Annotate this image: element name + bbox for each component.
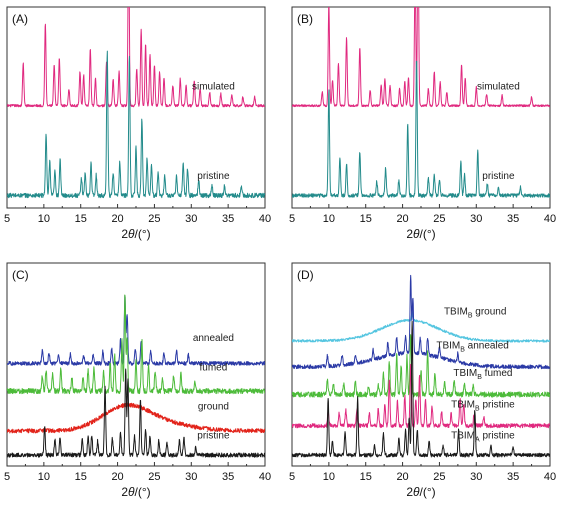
series-line [7,50,265,199]
chart-panel: annealed fumed ground pristine (C) 5 10 15 20 25 3… [4,262,271,499]
x-tick-label: 20 [396,471,408,483]
series-line [292,320,550,458]
series-line [292,274,550,370]
series-label: simulated [477,81,520,92]
series-line [292,363,550,429]
chart-panel: TBIMB ground TBIMB annealed TBIMB fumed TBI… [289,262,556,499]
x-tick-label: 5 [289,471,295,483]
series-label: TBIMB fumed [453,368,512,381]
series-line [7,368,265,458]
x-axis-label: 2θ/(°) [406,485,435,499]
panel-label: (C) [12,268,29,282]
series-line [7,294,265,395]
series-line [7,295,265,366]
chart-panel: simulated pristine (B) 5 10 15 20 25 30 35 40 2θ/(°… [289,6,556,241]
panel-label: (B) [297,12,313,26]
x-tick-label: 40 [259,213,271,225]
x-tick-label: 30 [470,213,482,225]
x-tick-label: 35 [222,471,234,483]
x-tick-label: 15 [75,213,87,225]
x-tick-label: 10 [38,213,50,225]
x-tick-label: 15 [75,471,87,483]
series-line [7,402,265,434]
x-axis-label: 2θ/(°) [121,485,150,499]
x-tick-label: 5 [4,213,10,225]
x-tick-label: 20 [396,213,408,225]
series-label: pristine [482,171,515,182]
x-axis-label: 2θ/(°) [406,227,435,241]
x-tick-label: 40 [259,471,271,483]
x-tick-label: 40 [544,213,556,225]
series-label: annealed [193,333,234,344]
x-tick-label: 35 [222,213,234,225]
panel-label: (D) [297,268,314,282]
x-tick-label: 20 [111,471,123,483]
x-tick-label: 35 [507,471,519,483]
x-tick-label: 25 [148,213,160,225]
series-label: fumed [200,363,228,374]
x-tick-label: 25 [433,213,445,225]
series-label: pristine [197,431,230,442]
panel-label: (A) [12,12,28,26]
x-tick-label: 20 [111,213,123,225]
series-label: pristine [197,171,230,182]
x-tick-label: 30 [185,471,197,483]
x-tick-label: 35 [507,213,519,225]
series-line [292,60,550,198]
x-tick-label: 25 [148,471,160,483]
x-tick-label: 10 [38,471,50,483]
x-tick-label: 30 [470,471,482,483]
x-tick-label: 40 [544,471,556,483]
x-tick-label: 15 [360,471,372,483]
series-label: TBIMB ground [444,306,506,319]
x-tick-label: 15 [360,213,372,225]
series-label: TBIMB pristine [451,399,515,412]
chart-panel: simulated pristine (A) 5 10 15 20 25 30 35 40 2θ/(°… [4,6,271,241]
series-label: ground [198,401,229,412]
x-tick-label: 10 [323,213,335,225]
x-tick-label: 5 [289,213,295,225]
x-tick-label: 10 [323,471,335,483]
series-line [7,7,265,108]
x-tick-label: 25 [433,471,445,483]
series-label: simulated [192,81,235,92]
series-line [292,334,550,398]
series-label: TBIMA pristine [451,431,515,444]
series-line [292,311,550,343]
series-line [292,7,550,108]
x-axis-label: 2θ/(°) [121,227,150,241]
x-tick-label: 30 [185,213,197,225]
x-tick-label: 5 [4,471,10,483]
series-label: TBIMB annealed [436,341,509,354]
